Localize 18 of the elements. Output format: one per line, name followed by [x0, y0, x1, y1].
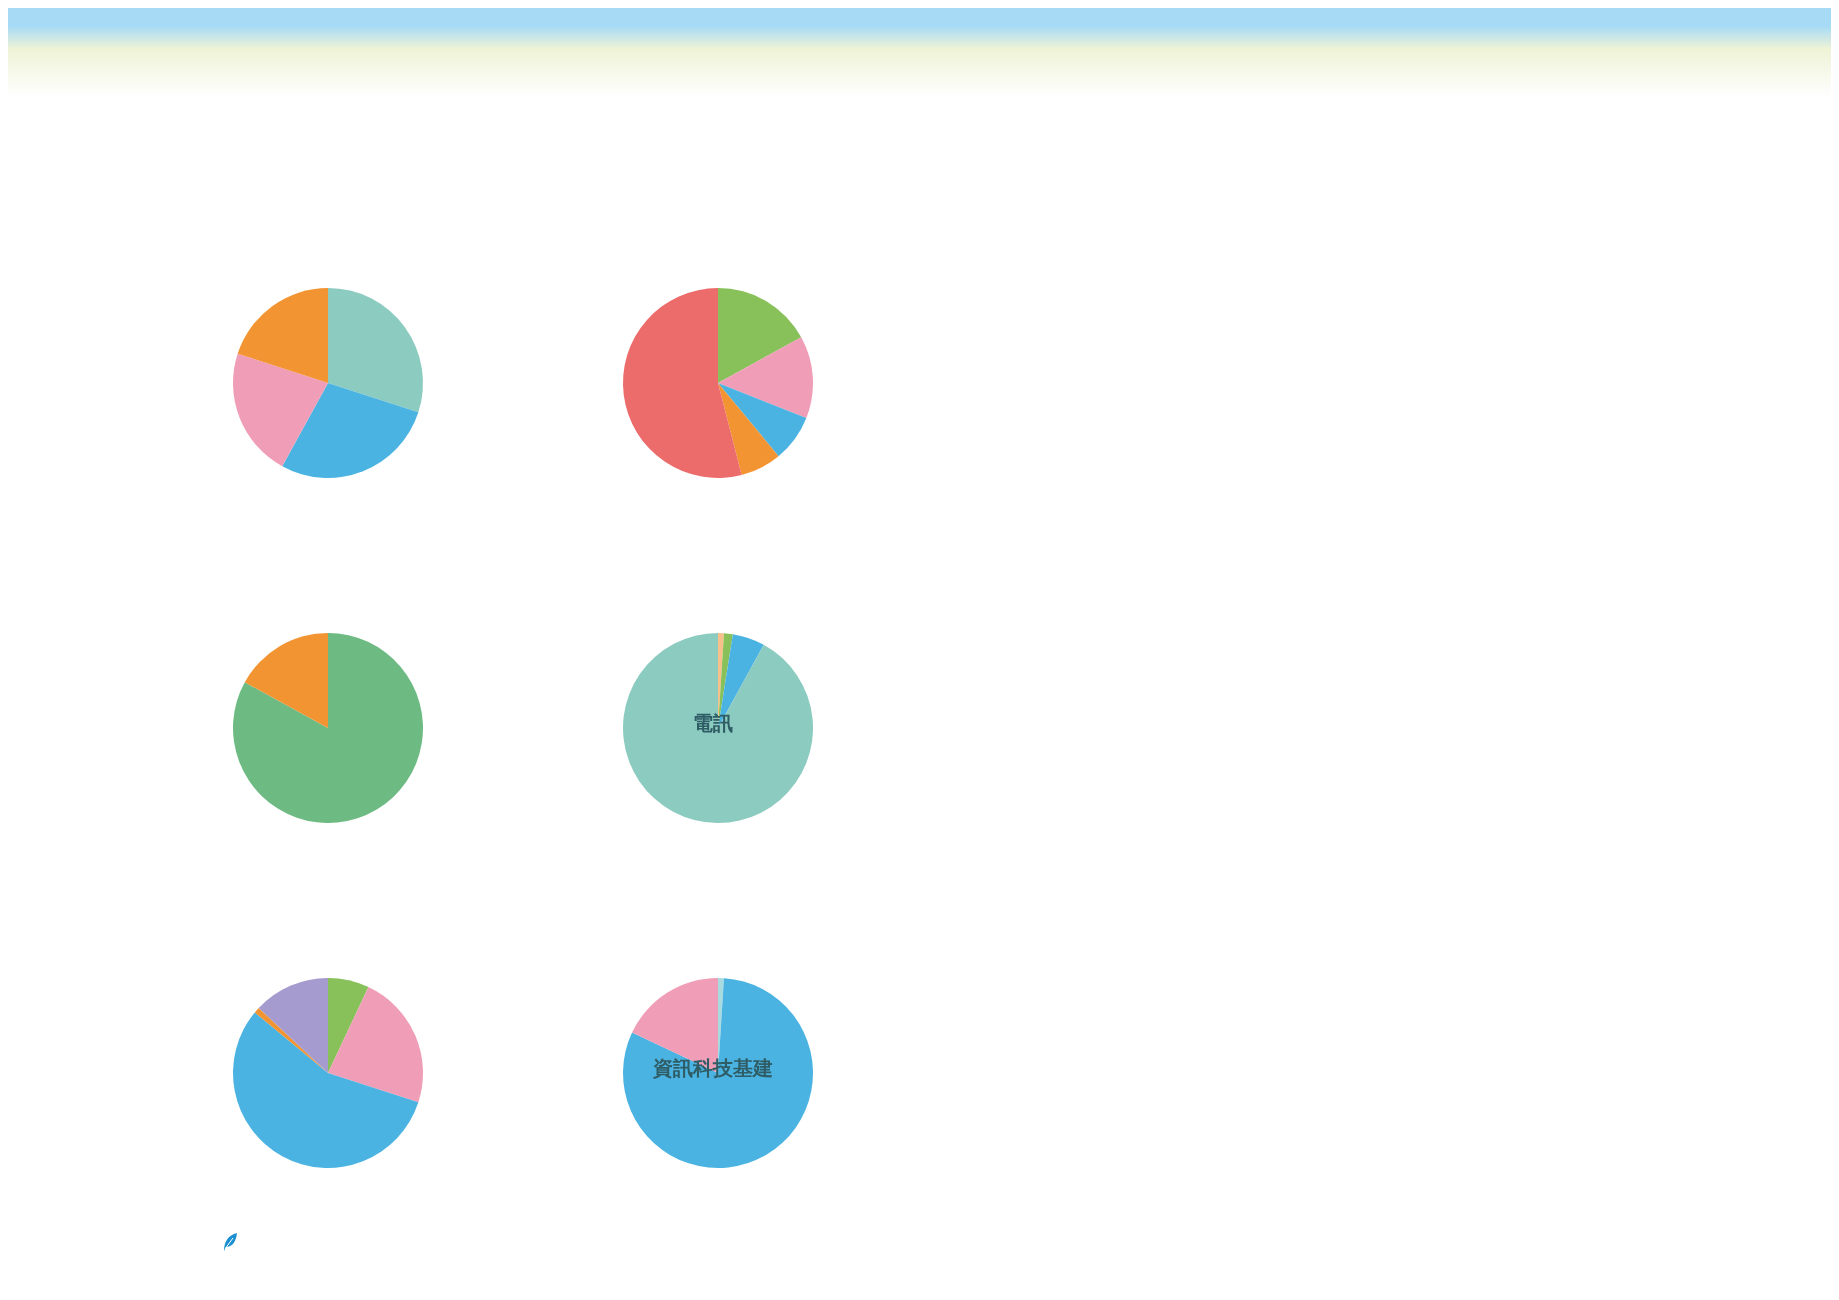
pie-slice: [233, 633, 423, 823]
pie-slice: [233, 353, 328, 467]
pie-slice: [718, 383, 779, 476]
pie-slice: [718, 383, 807, 457]
pie-slice: [244, 633, 328, 728]
pie-slice: [237, 288, 328, 383]
pie-slice: [328, 978, 369, 1073]
pie-slice: [282, 383, 419, 478]
text: 電訊: [692, 711, 734, 735]
pie-slice: [328, 987, 423, 1103]
pie-slice: [718, 288, 802, 383]
pie-slice: [623, 978, 813, 1168]
pie-slice: [258, 978, 328, 1073]
pie-slice: [233, 1012, 419, 1168]
pie-slice: [623, 633, 813, 823]
pie-slice: [623, 288, 742, 478]
pie-slice: [718, 337, 813, 418]
pie-slice: [328, 288, 423, 413]
